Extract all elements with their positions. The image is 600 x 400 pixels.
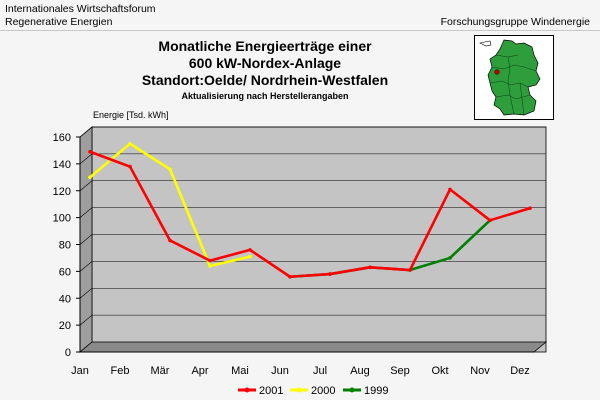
y-tick-label: 80 — [59, 240, 71, 252]
legend-label-1999: 1999 — [364, 385, 388, 397]
y-tick-label: 60 — [59, 266, 71, 278]
data-point-2001 — [528, 206, 532, 211]
gridline — [79, 287, 546, 299]
x-tick-label: Okt — [431, 365, 448, 377]
data-point-1999 — [448, 256, 452, 260]
data-point-2001 — [88, 149, 92, 154]
legend-marker-1999 — [349, 387, 355, 393]
y-tick-label: 20 — [59, 320, 71, 332]
data-point-2000 — [88, 175, 92, 180]
data-point-2001 — [168, 238, 172, 243]
gridline — [79, 180, 546, 191]
x-tick-label: Dez — [510, 365, 530, 377]
data-point-2001 — [408, 268, 412, 272]
gridline — [79, 261, 546, 272]
x-tick-label: Aug — [350, 365, 370, 377]
plot-back-wall — [91, 126, 547, 353]
x-tick-label: Mai — [231, 365, 249, 377]
x-tick-label: Feb — [111, 365, 130, 377]
y-tick-label: 100 — [53, 213, 71, 225]
gridline — [79, 126, 546, 138]
data-point-2001 — [328, 272, 332, 276]
x-tick-label: Jan — [71, 365, 89, 377]
data-point-2000 — [208, 264, 212, 268]
series-line-2001 — [89, 150, 531, 279]
legend-label-2001: 2001 — [259, 385, 283, 397]
chart-title-line-3: Standort:Oelde/ Nordrhein-Westfalen — [141, 72, 389, 88]
data-point-2000 — [248, 254, 252, 259]
org-line-2: Regenerative Energien — [5, 16, 113, 28]
data-point-2001 — [288, 274, 292, 279]
chart-title-line-2: 600 kW-Nordex-Anlage — [188, 55, 342, 71]
org-line-1: Internationales Wirtschaftsforum — [5, 3, 156, 15]
germany-map-icon — [474, 35, 554, 120]
y-tick-label: 120 — [53, 186, 71, 198]
header-divider — [0, 30, 600, 31]
x-tick-label: Mär — [151, 365, 170, 377]
y-tick-label: 160 — [53, 132, 71, 144]
legend-marker-2000 — [296, 387, 302, 393]
data-point-2001 — [128, 164, 132, 169]
chart-subtitle: Aktualisierung nach Herstellerangaben — [181, 91, 349, 101]
x-tick-label: Jul — [313, 365, 327, 377]
data-point-2000 — [168, 167, 172, 172]
y-tick-label: 0 — [65, 347, 71, 359]
legend-label-2000: 2000 — [311, 385, 335, 397]
x-tick-label: Nov — [470, 365, 490, 377]
x-tick-label: Jun — [271, 365, 289, 377]
y-tick-label: 140 — [53, 159, 71, 171]
header-organization: Internationales Wirtschaftsforum Regener… — [5, 3, 156, 29]
data-point-2000 — [128, 141, 132, 146]
data-point-2001 — [248, 248, 252, 252]
gridline — [79, 207, 546, 218]
y-tick-label: 40 — [59, 293, 71, 305]
x-tick-label: Apr — [191, 365, 208, 377]
gridline — [79, 234, 546, 245]
chart-title-line-1: Monatliche Energieerträge einer — [158, 38, 372, 54]
data-point-2001 — [448, 187, 452, 192]
y-axis-label: Energie [Tsd. kWh] — [93, 110, 169, 120]
header-group: Forschungsgruppe Windenergie — [440, 16, 590, 28]
data-point-2001 — [488, 218, 492, 223]
data-point-2001 — [208, 258, 212, 263]
plot-floor — [78, 341, 548, 353]
legend-marker-2001 — [244, 387, 250, 393]
gridline — [79, 314, 546, 326]
data-point-2001 — [368, 265, 372, 270]
chart-title: Monatliche Energieerträge einer 600 kW-N… — [110, 38, 420, 102]
x-tick-label: Sep — [390, 365, 410, 377]
